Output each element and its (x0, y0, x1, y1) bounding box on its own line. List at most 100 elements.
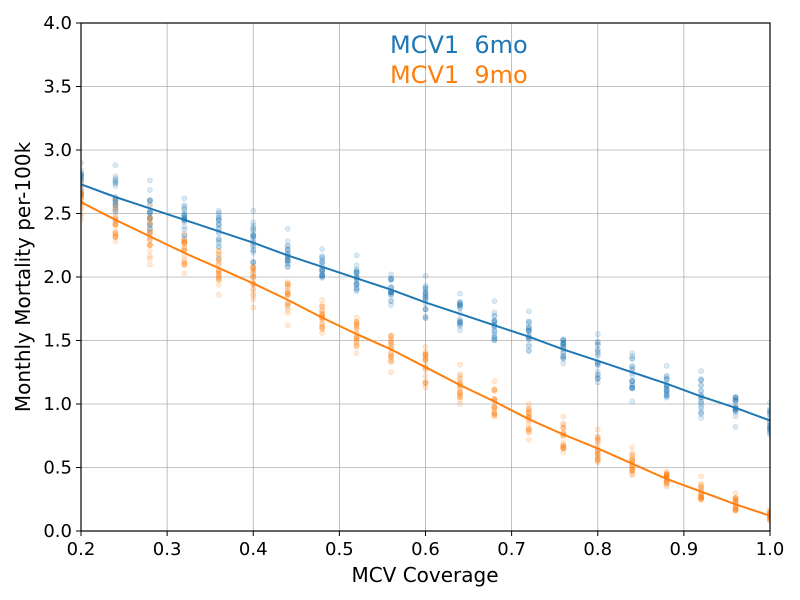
scatter-point (250, 226, 257, 233)
scatter-point (250, 286, 257, 292)
scatter-point (491, 409, 498, 416)
scatter-point (457, 299, 463, 306)
scatter-point (663, 376, 670, 383)
scatter-point (250, 274, 257, 281)
scatter-point (112, 221, 119, 228)
scatter-point (560, 421, 567, 428)
scatter-point (732, 496, 739, 503)
scatter-point (181, 237, 188, 244)
scatter-point (491, 412, 498, 419)
scatter-point (422, 354, 429, 361)
scatter-point (319, 272, 326, 279)
scatter-point (732, 497, 739, 504)
scatter-point (250, 266, 257, 273)
scatter-point (560, 340, 567, 347)
scatter-point (284, 291, 291, 298)
scatter-point (250, 286, 257, 293)
scatter-point (215, 214, 222, 221)
scatter-point (353, 252, 360, 259)
scatter-point (181, 211, 188, 218)
scatter-point (663, 393, 670, 399)
scatter-point (388, 332, 394, 339)
scatter-point (353, 325, 360, 332)
scatter-point (767, 408, 770, 415)
scatter-point (560, 445, 567, 452)
scatter-point (353, 279, 360, 285)
scatter-point (181, 240, 188, 247)
scatter-point (215, 256, 222, 262)
scatter-point (457, 305, 463, 311)
scatter-point (698, 495, 704, 501)
scatter-point (629, 385, 636, 392)
scatter-point (388, 338, 394, 345)
scatter-point (112, 202, 119, 208)
scatter-point (112, 221, 119, 228)
scatter-point (284, 260, 291, 267)
scatter-point (629, 472, 636, 479)
scatter-point (767, 516, 770, 522)
scatter-point (215, 272, 222, 279)
scatter-point (629, 398, 636, 405)
scatter-point (663, 373, 670, 380)
scatter-point (250, 273, 257, 279)
scatter-point (698, 398, 704, 405)
scatter-point (353, 281, 360, 288)
scatter-point (388, 335, 394, 341)
scatter-point (388, 339, 394, 346)
scatter-point (146, 261, 153, 268)
scatter-point (732, 507, 739, 514)
scatter-point (388, 337, 394, 344)
scatter-point (112, 230, 119, 237)
scatter-point (319, 268, 326, 274)
scatter-point (112, 238, 119, 245)
scatter-point (629, 356, 636, 362)
scatter-point (422, 380, 429, 387)
scatter-point (215, 216, 222, 223)
scatter-point (560, 424, 567, 431)
scatter-point (732, 394, 739, 400)
scatter-point (112, 177, 119, 184)
scatter-point (767, 409, 770, 416)
scatter-point (560, 445, 567, 452)
scatter-point (491, 408, 498, 414)
scatter-point (491, 386, 498, 392)
scatter-point (698, 483, 704, 490)
ticks: 0.2 0.3 0.4 0.5 0.6 0.7 0.8 0.9 1.0 0.0 0.5 1.0 1.5 2… (43, 13, 784, 560)
scatter-point (112, 173, 119, 180)
scatter-point (215, 260, 222, 267)
scatter-point (525, 318, 532, 325)
scatter-point (250, 233, 257, 240)
scatter-point (284, 257, 291, 264)
scatter-point (457, 375, 463, 382)
scatter-point (663, 390, 670, 396)
scatter-point (319, 253, 326, 259)
scatter-point (732, 496, 739, 503)
scatter-point (525, 347, 532, 354)
scatter-point (525, 425, 532, 432)
scatter-point (698, 494, 704, 501)
scatter-point (629, 381, 636, 388)
scatter-point (112, 222, 119, 229)
scatter-point (388, 369, 394, 376)
scatter-point (422, 384, 429, 391)
scatter-point (491, 413, 498, 420)
scatter-point (112, 201, 119, 208)
scatter-point (663, 387, 670, 394)
scatter-point (146, 242, 153, 249)
scatter-point (767, 431, 770, 438)
scatter-point (181, 258, 188, 265)
scatter-point (767, 420, 770, 427)
scatter-point (594, 435, 601, 441)
scatter-point (250, 258, 257, 265)
scatter-point (698, 492, 704, 499)
scatter-point (319, 257, 326, 264)
scatter-point (491, 318, 498, 325)
scatter-point (215, 277, 222, 283)
scatter-point (319, 259, 326, 266)
scatter-point (594, 338, 601, 345)
scatter-point (594, 361, 601, 368)
scatter-point (284, 257, 291, 264)
scatter-point (215, 281, 222, 288)
scatter-point (594, 375, 601, 382)
scatter-point (146, 242, 153, 249)
